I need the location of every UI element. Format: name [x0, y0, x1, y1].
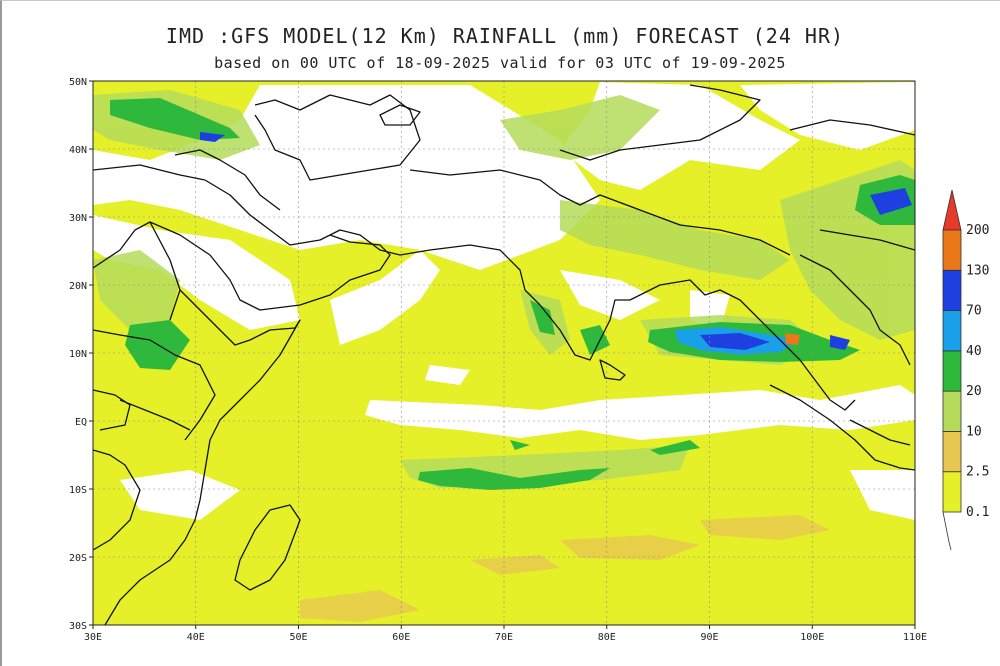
lon-tick-label: 40E	[187, 632, 205, 643]
rain-field-layers	[93, 82, 915, 622]
legend-level-label: 40	[966, 344, 982, 359]
lat-tick-label: 40N	[69, 145, 87, 156]
lon-tick-label: 30E	[84, 632, 102, 643]
lat-tick-label: 30S	[69, 621, 87, 632]
legend-level-label: 70	[966, 304, 982, 319]
legend-level-label: 10	[966, 424, 982, 439]
lat-tick-label: EQ	[75, 417, 87, 428]
lat-tick-label: 20S	[69, 553, 87, 564]
lat-tick-label: 50N	[69, 77, 87, 88]
lat-tick-label: 30N	[69, 213, 87, 224]
legend-swatch-top	[942, 189, 962, 231]
legend-level-label: 130	[966, 263, 989, 278]
legend-swatch	[942, 431, 962, 473]
lat-tick-label: 10S	[69, 485, 87, 496]
axis-tick-labels: 30E 40E 50E 60E 70E 80E 90E 100E 110E 50N 40N 30N 20…	[69, 77, 927, 643]
color-legend: 0.1 2.5 10 20 40 70 130 200	[942, 189, 989, 551]
legend-swatch	[942, 229, 962, 271]
lat-tick-label: 10N	[69, 349, 87, 360]
legend-swatch	[942, 350, 962, 392]
lon-tick-label: 50E	[289, 632, 307, 643]
lon-tick-label: 60E	[392, 632, 410, 643]
lat-lon-gridlines	[93, 81, 915, 625]
legend-level-label: 0.1	[966, 505, 989, 520]
very-heavy-rain-areas	[200, 132, 912, 355]
lon-tick-label: 100E	[800, 632, 824, 643]
legend-tail	[942, 511, 952, 551]
lat-tick-label: 20N	[69, 281, 87, 292]
legend-level-label: 2.5	[966, 465, 989, 480]
coastlines-and-borders	[93, 84, 915, 625]
moderate-rain-areas	[300, 515, 830, 622]
legend-level-label: 200	[966, 223, 989, 238]
legend-swatch	[942, 269, 962, 311]
lon-tick-label: 110E	[903, 632, 927, 643]
lon-tick-label: 90E	[700, 632, 718, 643]
legend-swatch	[942, 471, 962, 513]
legend-level-label: 20	[966, 384, 982, 399]
legend-swatch	[942, 310, 962, 352]
legend-swatch	[942, 390, 962, 432]
lon-tick-label: 70E	[495, 632, 513, 643]
lon-tick-label: 80E	[598, 632, 616, 643]
map-title: IMD :GFS MODEL(12 Km) RAINFALL (mm) FORE…	[165, 24, 845, 48]
map-subtitle: based on 00 UTC of 18-09-2025 valid for …	[214, 54, 786, 72]
